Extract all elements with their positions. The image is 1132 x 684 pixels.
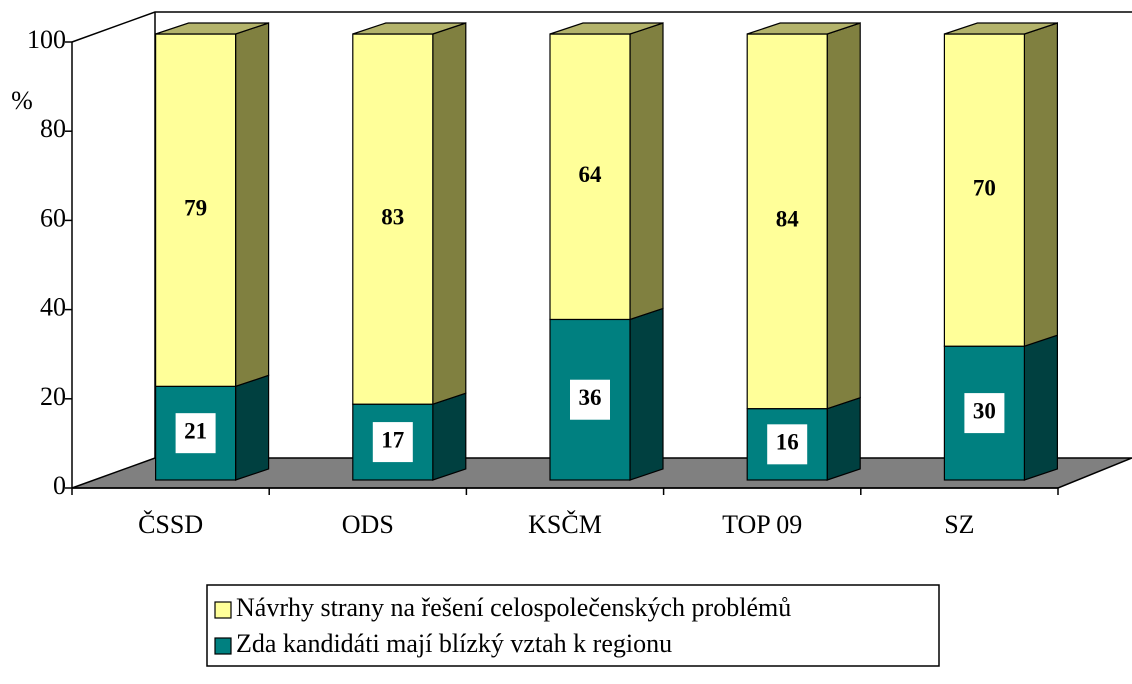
- y-axis-label: %: [11, 86, 33, 115]
- bar: [155, 33, 237, 387]
- bar: [352, 33, 434, 405]
- bar-side: [826, 22, 861, 410]
- value-label-box: [570, 379, 610, 420]
- y-tick-label: 60: [40, 203, 66, 232]
- value-label-box: [372, 422, 413, 463]
- bar-top: [944, 22, 1058, 35]
- bar-top: [549, 22, 664, 35]
- bar-side: [826, 396, 861, 481]
- bar-top: [747, 22, 861, 35]
- x-tick-label: ČSSD: [138, 510, 203, 539]
- value-label-box: [767, 424, 808, 465]
- value-label: 36: [579, 385, 602, 410]
- bar-side: [629, 22, 664, 321]
- bar-side: [629, 307, 664, 481]
- bar-top: [155, 22, 269, 35]
- value-label: 83: [381, 204, 404, 229]
- legend-label: Zda kandidáti mají blízký vztah k region…: [236, 629, 672, 658]
- bar-side: [1023, 334, 1059, 481]
- value-label: 84: [776, 207, 800, 232]
- bar-top: [352, 22, 466, 35]
- y-tick-label: 0: [53, 471, 66, 500]
- y-tick-label: 100: [27, 25, 66, 54]
- value-label: 21: [184, 418, 207, 443]
- value-label: 79: [184, 195, 207, 220]
- legend-swatch: [214, 637, 232, 655]
- legend: [206, 584, 940, 667]
- x-tick-label: KSČM: [528, 510, 602, 539]
- value-label: 70: [973, 175, 996, 200]
- x-tick-label: ODS: [342, 510, 394, 539]
- bar-side: [235, 374, 270, 481]
- value-label: 30: [973, 398, 996, 423]
- value-label: 64: [579, 162, 603, 187]
- bar-side: [432, 22, 467, 406]
- x-tick-label: SZ: [944, 510, 974, 539]
- x-tick-label: TOP 09: [722, 510, 802, 539]
- bar: [943, 33, 1026, 347]
- y-tick-label: 80: [40, 114, 66, 143]
- legend-swatch: [214, 601, 232, 619]
- value-label-box: [964, 393, 1005, 434]
- bar-side: [235, 22, 270, 388]
- value-label: 17: [381, 427, 404, 452]
- legend-label: Návrhy strany na řešení celospolečenskýc…: [236, 593, 791, 622]
- value-label: 16: [776, 430, 799, 455]
- bar-side: [1023, 22, 1059, 348]
- value-label-box: [175, 413, 216, 454]
- y-tick-label: 20: [40, 382, 66, 411]
- bar-side: [432, 392, 467, 481]
- y-tick-label: 40: [40, 293, 66, 322]
- bar: [549, 33, 631, 321]
